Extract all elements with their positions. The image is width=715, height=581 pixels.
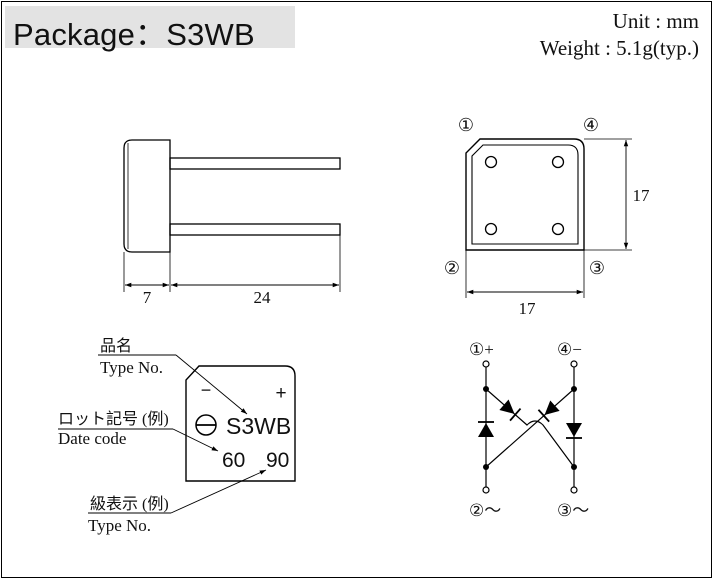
top-body-inner [471, 144, 579, 245]
type-no-jp: 品名 [100, 337, 132, 355]
marking-body [185, 365, 296, 482]
top-body-outer [465, 138, 585, 251]
date-code-jp: ロット記号 (例) [58, 410, 169, 428]
wire-cross-b [485, 388, 575, 468]
node-3 [571, 464, 577, 470]
diode-cross-a [499, 399, 522, 422]
circuit-pin1-label: ①+ [469, 340, 494, 359]
terminal-2 [482, 486, 490, 494]
top-dim-width: 17 [519, 299, 537, 318]
lead-bottom [169, 223, 341, 236]
terminal-4 [570, 360, 578, 368]
circuit-pin2-label: ②～ [469, 501, 501, 520]
node-4 [571, 386, 577, 392]
marking-plus: + [275, 383, 286, 404]
circuit-pin3-label: ③～ [557, 501, 589, 520]
side-dim-body: 7 [143, 288, 152, 307]
side-dim-leads: 24 [254, 288, 272, 307]
top-dim-height: 17 [633, 186, 651, 205]
marking-grade-value: 90 [266, 449, 289, 472]
side-body [123, 139, 171, 253]
leader-date-code-arrow [172, 428, 219, 452]
diode-right [566, 423, 582, 439]
top-pin4-label: ④ [583, 115, 599, 135]
side-view [123, 139, 341, 292]
marking-minus: − [201, 380, 212, 400]
grade-en: Type No. [88, 516, 151, 535]
unit-label: Unit : mm [612, 9, 699, 33]
top-hole-1 [484, 155, 498, 169]
date-code-en: Date code [58, 429, 126, 448]
bridge-circuit [482, 360, 578, 494]
terminal-3 [570, 486, 578, 494]
grade-jp: 級表示 (例) [90, 495, 169, 513]
marking-part-name: S3WB [226, 413, 291, 439]
terminal-1 [482, 360, 490, 368]
leader-grade-arrow [170, 469, 267, 514]
lead-top [169, 157, 341, 170]
top-pin3-label: ③ [589, 258, 605, 278]
marking-view [58, 354, 296, 514]
node-1 [483, 386, 489, 392]
top-hole-4 [551, 155, 565, 169]
node-2 [483, 464, 489, 470]
top-pin1-label: ① [458, 115, 474, 135]
package-title: Package：S3WB [13, 17, 255, 52]
top-hole-3 [551, 222, 565, 236]
title-band: Package：S3WB [5, 6, 295, 52]
weight-label: Weight : 5.1g(typ.) [539, 36, 699, 60]
diode-cross-b [537, 400, 560, 423]
diode-left [478, 421, 494, 437]
top-view [465, 138, 632, 298]
top-hole-2 [484, 222, 498, 236]
type-no-en: Type No. [100, 358, 163, 377]
circuit-pin4-label: ④− [557, 340, 582, 359]
marking-date-value: 60 [222, 449, 245, 472]
bridge-nodes [483, 386, 577, 470]
top-pin2-label: ② [444, 258, 460, 278]
wire-cross-a [485, 388, 575, 468]
leader-type-no-arrow [175, 354, 248, 415]
